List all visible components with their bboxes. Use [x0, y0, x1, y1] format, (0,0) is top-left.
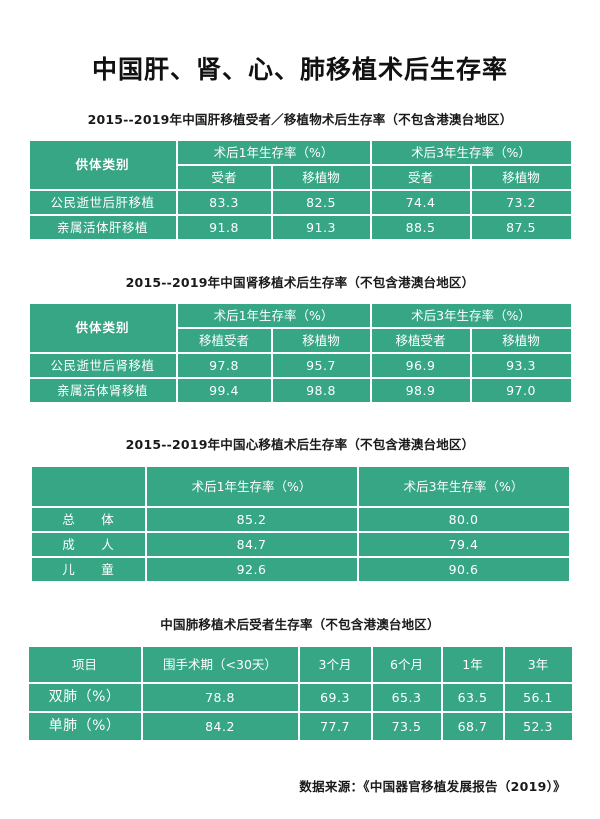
table-row: 术后1年生存率（%） 术后3年生存率（%） — [31, 466, 569, 506]
group-header-3y: 术后3年生存率（%） — [371, 140, 571, 164]
cell-value: 93.3 — [471, 353, 571, 377]
row-label: 公民逝世后肝移植 — [29, 190, 176, 214]
cell-value: 95.7 — [272, 353, 370, 377]
col-header-6m: 6个月 — [372, 646, 441, 682]
table-kidney: 供体类别 术后1年生存率（%） 术后3年生存率（%） 移植受者 移植物 移植受者… — [28, 302, 573, 404]
group-header-1y: 术后1年生存率（%） — [146, 466, 357, 506]
caption-lung: 中国肺移植术后受者生存率（不包含港澳台地区） — [160, 616, 440, 632]
cell-value: 91.3 — [272, 215, 370, 239]
cell-value: 56.1 — [504, 683, 572, 711]
cell-value: 97.8 — [177, 353, 271, 377]
section-kidney: 2015--2019年中国肾移植术后生存率（不包含港澳台地区） 供体类别 术后1… — [0, 272, 600, 404]
table-row: 受者 移植物 受者 移植物 — [30, 165, 571, 189]
corner-label-liver: 供体类别 — [29, 140, 176, 189]
section-liver: 2015--2019年中国肝移植受者／移植物术后生存率（不包含港澳台地区） 供体… — [0, 109, 600, 241]
cell-value: 73.5 — [372, 712, 441, 740]
cell-value: 88.5 — [371, 215, 470, 239]
row-label: 双肺（%） — [28, 683, 141, 711]
sub-header-1y-recipient: 移植受者 — [177, 328, 271, 352]
row-label: 成 人 — [31, 532, 145, 556]
group-header-3y: 术后3年生存率（%） — [371, 303, 571, 327]
source-note: 数据来源：《中国器官移植发展报告（2019）》 — [299, 778, 566, 794]
cell-value: 73.2 — [471, 190, 571, 214]
cell-value: 82.5 — [272, 190, 370, 214]
row-label: 亲属活体肝移植 — [29, 215, 176, 239]
group-header-1y: 术后1年生存率（%） — [177, 303, 370, 327]
table-row: 双肺（%） 78.8 69.3 65.3 63.5 56.1 — [28, 683, 572, 711]
sub-header-1y-recipient: 受者 — [177, 165, 271, 189]
table-liver: 供体类别 术后1年生存率（%） 术后3年生存率（%） 受者 移植物 受者 移植物… — [28, 139, 573, 241]
table-row: 亲属活体肾移植 99.4 98.8 98.9 97.0 — [29, 378, 571, 402]
cell-value: 63.5 — [442, 683, 503, 711]
group-header-1y: 术后1年生存率（%） — [177, 140, 370, 164]
table-row: 成 人 84.7 79.4 — [31, 532, 569, 556]
table-heart: 术后1年生存率（%） 术后3年生存率（%） 总 体 85.2 80.0 成 人 … — [30, 465, 571, 583]
page-title: 中国肝、肾、心、肺移植术后生存率 — [91, 54, 508, 84]
sub-header-3y-graft: 移植物 — [471, 165, 571, 189]
cell-value: 90.6 — [358, 557, 569, 581]
cell-value: 74.4 — [371, 190, 470, 214]
section-heart: 2015--2019年中国心移植术后生存率（不包含港澳台地区） 术后1年生存率（… — [0, 434, 600, 583]
corner-label-heart — [31, 466, 145, 506]
group-header-3y: 术后3年生存率（%） — [358, 466, 569, 506]
cell-value: 97.0 — [471, 378, 571, 402]
table-lung: 项目 围手术期（<30天） 3个月 6个月 1年 3年 双肺（%） 78.8 6… — [27, 645, 574, 742]
table-row: 移植受者 移植物 移植受者 移植物 — [30, 328, 571, 352]
cell-value: 68.7 — [442, 712, 503, 740]
table-row: 供体类别 术后1年生存率（%） 术后3年生存率（%） — [29, 140, 571, 189]
sub-header-3y-recipient: 受者 — [371, 165, 470, 189]
row-label: 亲属活体肾移植 — [29, 378, 176, 402]
col-header-perioperative: 围手术期（<30天） — [142, 646, 298, 682]
cell-value: 78.8 — [142, 683, 298, 711]
table-row: 供体类别 术后1年生存率（%） 术后3年生存率（%） — [29, 303, 571, 352]
table-row: 公民逝世后肾移植 97.8 95.7 96.9 93.3 — [29, 353, 571, 377]
cell-value: 79.4 — [358, 532, 569, 556]
col-header-3m: 3个月 — [299, 646, 371, 682]
table-row: 儿 童 92.6 90.6 — [31, 557, 569, 581]
row-label: 总 体 — [31, 507, 145, 531]
cell-value: 80.0 — [358, 507, 569, 531]
row-label: 单肺（%） — [28, 712, 141, 740]
cell-value: 84.7 — [146, 532, 357, 556]
cell-value: 84.2 — [142, 712, 298, 740]
col-header-item: 项目 — [28, 646, 141, 682]
sub-header-1y-graft: 移植物 — [272, 328, 370, 352]
col-header-1y: 1年 — [442, 646, 503, 682]
cell-value: 69.3 — [299, 683, 371, 711]
section-lung: 中国肺移植术后受者生存率（不包含港澳台地区） 项目 围手术期（<30天） 3个月… — [0, 614, 600, 742]
cell-value: 77.7 — [299, 712, 371, 740]
col-header-3y: 3年 — [504, 646, 572, 682]
cell-value: 52.3 — [504, 712, 572, 740]
table-row: 项目 围手术期（<30天） 3个月 6个月 1年 3年 — [28, 646, 572, 682]
cell-value: 65.3 — [372, 683, 441, 711]
cell-value: 96.9 — [371, 353, 470, 377]
row-label: 儿 童 — [31, 557, 145, 581]
table-row: 总 体 85.2 80.0 — [31, 507, 569, 531]
caption-heart: 2015--2019年中国心移植术后生存率（不包含港澳台地区） — [125, 436, 475, 452]
sub-header-1y-graft: 移植物 — [272, 165, 370, 189]
sub-header-3y-graft: 移植物 — [471, 328, 571, 352]
corner-label-kidney: 供体类别 — [29, 303, 176, 352]
row-label: 公民逝世后肾移植 — [29, 353, 176, 377]
cell-value: 98.9 — [371, 378, 470, 402]
cell-value: 83.3 — [177, 190, 271, 214]
cell-value: 85.2 — [146, 507, 357, 531]
caption-kidney: 2015--2019年中国肾移植术后生存率（不包含港澳台地区） — [125, 274, 475, 290]
table-row: 亲属活体肝移植 91.8 91.3 88.5 87.5 — [29, 215, 571, 239]
cell-value: 99.4 — [177, 378, 271, 402]
cell-value: 87.5 — [471, 215, 571, 239]
cell-value: 91.8 — [177, 215, 271, 239]
caption-liver: 2015--2019年中国肝移植受者／移植物术后生存率（不包含港澳台地区） — [87, 111, 513, 127]
cell-value: 98.8 — [272, 378, 370, 402]
table-row: 单肺（%） 84.2 77.7 73.5 68.7 52.3 — [28, 712, 572, 740]
cell-value: 92.6 — [146, 557, 357, 581]
table-row: 公民逝世后肝移植 83.3 82.5 74.4 73.2 — [29, 190, 571, 214]
sub-header-3y-recipient: 移植受者 — [371, 328, 470, 352]
infographic-page: 中国肝、肾、心、肺移植术后生存率 2015--2019年中国肝移植受者／移植物术… — [0, 17, 600, 819]
